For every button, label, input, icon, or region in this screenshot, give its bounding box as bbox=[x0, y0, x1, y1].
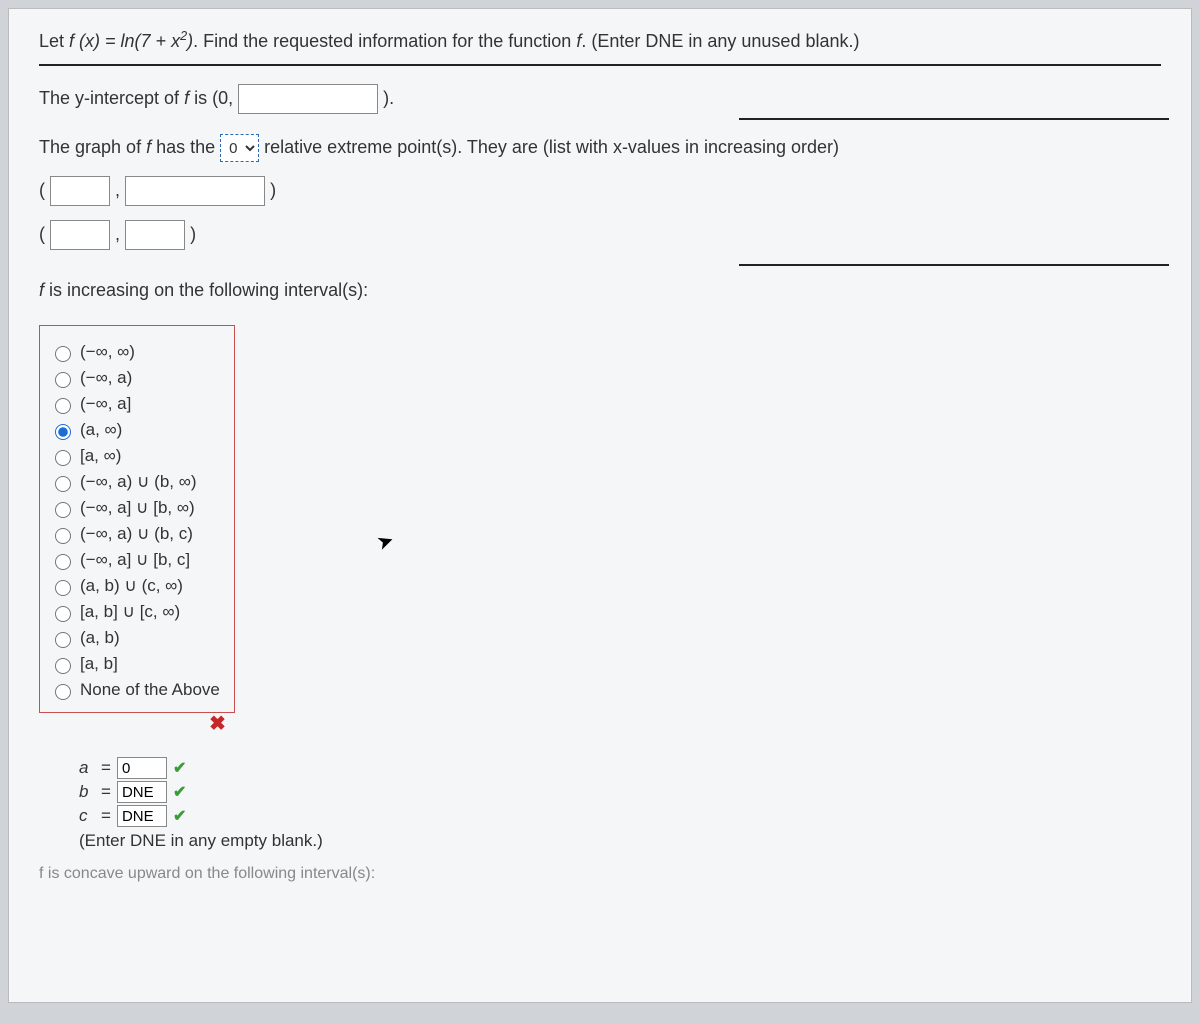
interval-label: None of the Above bbox=[80, 680, 220, 700]
interval-option[interactable]: (−∞, a] ∪ [b, c] bbox=[50, 550, 220, 570]
point2-x-input[interactable] bbox=[50, 220, 110, 250]
interval-option[interactable]: [a, b] bbox=[50, 654, 220, 674]
abc-var: a bbox=[79, 758, 95, 778]
prompt-suffix: . Find the requested information for the… bbox=[193, 31, 576, 51]
extreme-mid1: has the bbox=[151, 137, 220, 157]
increasing-text: is increasing on the following interval(… bbox=[44, 280, 368, 300]
mouse-cursor-icon: ➤ bbox=[373, 527, 397, 556]
question-page: Let f (x) = ln(7 + x2). Find the request… bbox=[8, 8, 1192, 1003]
interval-radio[interactable] bbox=[55, 684, 71, 700]
abc-var: c bbox=[79, 806, 95, 826]
prompt-prefix: Let bbox=[39, 31, 69, 51]
p1-close: ) bbox=[270, 180, 276, 200]
interval-radio[interactable] bbox=[55, 528, 71, 544]
interval-label: (−∞, ∞) bbox=[80, 342, 135, 362]
interval-option[interactable]: (−∞, a] bbox=[50, 394, 220, 414]
extreme-prefix: The graph of bbox=[39, 137, 146, 157]
interval-option[interactable]: (a, ∞) bbox=[50, 420, 220, 440]
interval-option[interactable]: (−∞, ∞) bbox=[50, 342, 220, 362]
interval-label: (−∞, a) bbox=[80, 368, 132, 388]
divider-1 bbox=[39, 64, 1161, 66]
extreme-mid2: relative extreme point(s). They are (lis… bbox=[264, 137, 839, 157]
interval-option[interactable]: [a, ∞) bbox=[50, 446, 220, 466]
interval-radio[interactable] bbox=[55, 554, 71, 570]
p2-open: ( bbox=[39, 224, 45, 244]
yint-mid: is (0, bbox=[189, 88, 238, 108]
interval-radio-group: (−∞, ∞) (−∞, a) (−∞, a] (a, ∞) [a, ∞) (−∞, a)… bbox=[39, 325, 235, 713]
yint-prefix: The y-intercept of bbox=[39, 88, 184, 108]
correct-icon: ✔ bbox=[173, 806, 186, 826]
abc-input[interactable] bbox=[117, 757, 167, 779]
interval-label: (−∞, a] ∪ [b, ∞) bbox=[80, 498, 195, 518]
point2-y-input[interactable] bbox=[125, 220, 185, 250]
interval-label: (−∞, a) ∪ (b, c) bbox=[80, 524, 193, 544]
divider-3 bbox=[739, 264, 1169, 266]
question-prompt: Let f (x) = ln(7 + x2). Find the request… bbox=[39, 29, 1161, 52]
interval-label: [a, b] ∪ [c, ∞) bbox=[80, 602, 180, 622]
interval-radio[interactable] bbox=[55, 606, 71, 622]
equals-sign: = bbox=[101, 758, 111, 778]
interval-label: [a, b] bbox=[80, 654, 118, 674]
abc-var: b bbox=[79, 782, 95, 802]
interval-radio[interactable] bbox=[55, 580, 71, 596]
equals-sign: = bbox=[101, 782, 111, 802]
interval-label: (a, ∞) bbox=[80, 420, 122, 440]
interval-radio[interactable] bbox=[55, 632, 71, 648]
extreme-points-row: The graph of f has the 0123 relative ext… bbox=[39, 134, 1161, 162]
interval-option[interactable]: (−∞, a) ∪ (b, c) bbox=[50, 524, 220, 544]
prompt-function: f (x) = ln(7 + x2) bbox=[69, 31, 193, 51]
point-2-row: ( , ) bbox=[39, 220, 1161, 250]
interval-radio[interactable] bbox=[55, 450, 71, 466]
extreme-count-select[interactable]: 0123 bbox=[220, 134, 259, 162]
cutoff-text: f is concave upward on the following int… bbox=[39, 865, 1161, 883]
abc-note: (Enter DNE in any empty blank.) bbox=[79, 831, 1161, 851]
interval-radio[interactable] bbox=[55, 424, 71, 440]
p2-close: ) bbox=[190, 224, 196, 244]
increasing-prompt: f is increasing on the following interva… bbox=[39, 280, 1161, 301]
interval-radio[interactable] bbox=[55, 658, 71, 674]
interval-label: (−∞, a] ∪ [b, c] bbox=[80, 550, 190, 570]
point-1-row: ( , ) bbox=[39, 176, 1161, 206]
abc-row: c = ✔ bbox=[79, 805, 1161, 827]
p1-open: ( bbox=[39, 180, 45, 200]
interval-option[interactable]: (a, b) bbox=[50, 628, 220, 648]
interval-radio[interactable] bbox=[55, 398, 71, 414]
interval-label: (−∞, a) ∪ (b, ∞) bbox=[80, 472, 197, 492]
abc-input[interactable] bbox=[117, 805, 167, 827]
interval-radio[interactable] bbox=[55, 372, 71, 388]
interval-label: (a, b) bbox=[80, 628, 120, 648]
point1-y-input[interactable] bbox=[125, 176, 265, 206]
interval-radio[interactable] bbox=[55, 502, 71, 518]
correct-icon: ✔ bbox=[173, 782, 186, 802]
interval-radio[interactable] bbox=[55, 476, 71, 492]
interval-option[interactable]: None of the Above bbox=[50, 680, 220, 700]
interval-label: [a, ∞) bbox=[80, 446, 121, 466]
interval-radio[interactable] bbox=[55, 346, 71, 362]
point1-x-input[interactable] bbox=[50, 176, 110, 206]
interval-option[interactable]: (−∞, a) ∪ (b, ∞) bbox=[50, 472, 220, 492]
p1-comma: , bbox=[115, 180, 120, 200]
abc-row: a = ✔ bbox=[79, 757, 1161, 779]
p2-comma: , bbox=[115, 224, 120, 244]
interval-label: (−∞, a] bbox=[80, 394, 131, 414]
y-intercept-row: The y-intercept of f is (0, ). bbox=[39, 84, 1161, 114]
incorrect-icon: ✖ bbox=[209, 711, 226, 736]
abc-row: b = ✔ bbox=[79, 781, 1161, 803]
equals-sign: = bbox=[101, 806, 111, 826]
interval-option[interactable]: (−∞, a) bbox=[50, 368, 220, 388]
interval-label: (a, b) ∪ (c, ∞) bbox=[80, 576, 183, 596]
abc-input[interactable] bbox=[117, 781, 167, 803]
correct-icon: ✔ bbox=[173, 758, 186, 778]
abc-block: a = ✔b = ✔c = ✔ (Enter DNE in any empty … bbox=[79, 757, 1161, 851]
interval-option[interactable]: (a, b) ∪ (c, ∞) bbox=[50, 576, 220, 596]
yint-after: ). bbox=[383, 88, 394, 108]
interval-option[interactable]: [a, b] ∪ [c, ∞) bbox=[50, 602, 220, 622]
interval-option[interactable]: (−∞, a] ∪ [b, ∞) bbox=[50, 498, 220, 518]
y-intercept-input[interactable] bbox=[238, 84, 378, 114]
prompt-tail: . (Enter DNE in any unused blank.) bbox=[581, 31, 859, 51]
divider-2 bbox=[739, 118, 1169, 120]
